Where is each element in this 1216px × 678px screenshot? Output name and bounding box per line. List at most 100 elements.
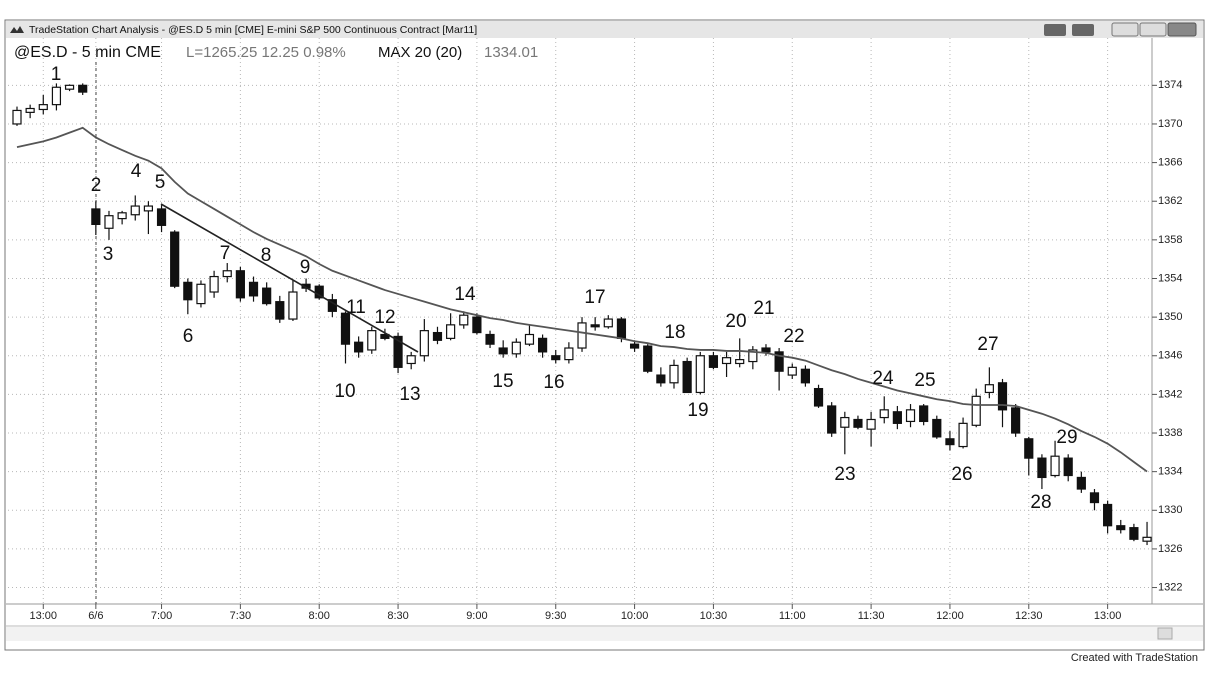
candle-body — [853, 418, 863, 428]
button[interactable] — [1072, 24, 1094, 36]
y-tick-label: 1342 — [1158, 388, 1182, 400]
candle-body — [1142, 536, 1152, 542]
candle-body — [130, 205, 140, 216]
x-tick-label: 7:30 — [230, 610, 251, 622]
x-tick-label: 13:00 — [30, 610, 58, 622]
candle-body — [564, 347, 574, 361]
candle-body — [511, 341, 521, 355]
bar-number: 3 — [103, 244, 114, 265]
minimize-button[interactable] — [1111, 22, 1139, 37]
x-tick-label: 11:00 — [779, 610, 806, 622]
candle-body — [643, 345, 653, 372]
button[interactable] — [1044, 24, 1066, 36]
candle-body — [997, 382, 1008, 411]
candle-body — [262, 287, 272, 305]
x-tick-label: 9:30 — [545, 610, 566, 622]
bar-number: 10 — [334, 381, 355, 402]
candle-body — [209, 275, 219, 293]
y-tick-label: 1334 — [1158, 466, 1182, 478]
maximize-button[interactable] — [1139, 22, 1167, 37]
candle-body — [1116, 525, 1126, 531]
candle-body — [708, 355, 719, 368]
candle-body — [669, 364, 679, 384]
y-tick-label: 1346 — [1158, 350, 1182, 362]
x-tick-label: 11:30 — [858, 610, 885, 622]
bar-number: 24 — [872, 368, 894, 389]
candle-body — [656, 374, 666, 384]
bar-number: 5 — [155, 172, 166, 193]
candle-body — [51, 86, 62, 106]
candle-body — [1089, 492, 1100, 504]
bar-number: 25 — [914, 370, 935, 391]
app-icon — [10, 26, 24, 33]
bar-number: 4 — [131, 161, 142, 182]
candle-body — [472, 316, 482, 334]
candle-body — [432, 331, 443, 341]
title-bar — [6, 21, 1203, 38]
candle-body — [485, 333, 495, 345]
footer: Created with TradeStation — [1071, 652, 1198, 664]
candle-body — [498, 347, 508, 355]
bar-number: 16 — [543, 372, 564, 393]
window-title: TradeStation Chart Analysis - @ES.D 5 mi… — [29, 24, 477, 36]
candle-body — [64, 84, 75, 90]
candle-body — [840, 416, 850, 428]
candle-body — [1076, 476, 1086, 490]
bar-number: 13 — [399, 384, 420, 405]
candle-body — [340, 312, 351, 345]
candle-body — [958, 422, 968, 448]
candle-body — [170, 231, 180, 287]
candle-body — [866, 418, 876, 430]
candle-body — [38, 104, 48, 111]
candle-body — [419, 330, 429, 357]
candle-body — [235, 270, 245, 299]
x-tick-label: 8:00 — [309, 610, 330, 622]
candle-body — [761, 347, 771, 353]
candle-body — [25, 107, 35, 113]
candle-body — [91, 208, 101, 226]
y-tick-label: 1366 — [1158, 156, 1182, 168]
candle-body — [919, 405, 929, 423]
scroll-thumb[interactable] — [1157, 627, 1173, 640]
candle-body — [984, 384, 994, 394]
candle-body — [905, 409, 916, 423]
bar-number: 26 — [951, 464, 972, 485]
candle-body — [590, 324, 600, 328]
candle-body — [1050, 455, 1060, 477]
candle-body — [971, 395, 981, 426]
candle-body — [551, 355, 561, 361]
candle-body — [1037, 457, 1047, 479]
bar-number: 6 — [183, 326, 194, 347]
x-tick-label: 10:00 — [621, 610, 649, 622]
candle-body — [524, 333, 535, 345]
candle-body — [288, 291, 298, 320]
bar-number: 23 — [834, 464, 855, 485]
x-tick-label: 12:30 — [1015, 610, 1043, 622]
bar-number: 17 — [584, 287, 605, 308]
candle-body — [735, 359, 745, 365]
scrollbar[interactable] — [6, 627, 1203, 641]
candle-body — [721, 357, 732, 365]
close-button[interactable] — [1167, 22, 1197, 37]
candle-body — [222, 270, 232, 278]
candle-body — [537, 337, 548, 353]
bar-number: 1 — [51, 64, 62, 85]
candle-body — [577, 322, 587, 349]
candle-body — [932, 418, 942, 438]
candle-body — [813, 387, 824, 407]
bar-number: 11 — [346, 297, 366, 318]
y-tick-label: 1326 — [1158, 543, 1182, 555]
candle-body — [354, 341, 364, 353]
candle-body — [104, 215, 114, 229]
bar-number: 7 — [220, 243, 231, 264]
x-tick-label: 12:00 — [936, 610, 964, 622]
bar-number: 29 — [1056, 427, 1077, 448]
last-price: L=1265.25 12.25 0.98% — [186, 44, 346, 61]
candle-body — [78, 84, 88, 93]
candle-body — [774, 351, 784, 372]
candle-body — [616, 318, 627, 339]
candle-body — [248, 281, 259, 297]
y-tick-label: 1374 — [1158, 79, 1182, 91]
candle-body — [156, 208, 167, 226]
y-tick-label: 1330 — [1158, 504, 1182, 516]
